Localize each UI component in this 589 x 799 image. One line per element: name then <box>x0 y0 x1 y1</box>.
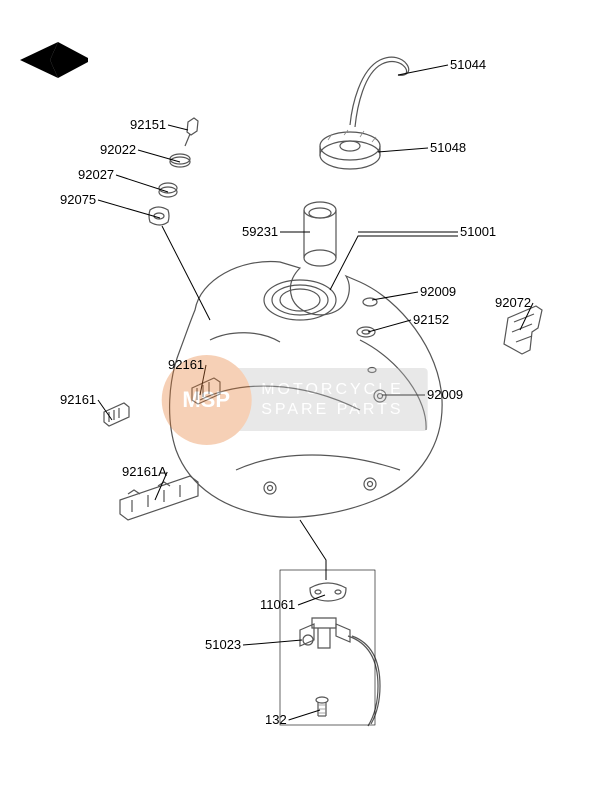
callout-92075: 92075 <box>60 192 96 207</box>
callout-92151: 92151 <box>130 117 166 132</box>
part-bolt-stack <box>149 118 198 225</box>
callout-51001: 51001 <box>460 224 496 239</box>
part-fuel-tank <box>170 262 443 518</box>
callout-51023: 51023 <box>205 637 241 652</box>
callout-92009b: 92009 <box>427 387 463 402</box>
callout-92161b: 92161 <box>60 392 96 407</box>
callout-92022: 92022 <box>100 142 136 157</box>
part-damper-upper <box>192 378 220 404</box>
part-bracket <box>120 476 198 520</box>
callout-59231: 59231 <box>242 224 278 239</box>
callout-51048: 51048 <box>430 140 466 155</box>
part-fuel-cap <box>320 130 380 169</box>
part-vent-tube <box>350 57 409 127</box>
callout-92152: 92152 <box>413 312 449 327</box>
part-fuel-tap <box>300 618 380 726</box>
part-filler-tube <box>304 202 336 266</box>
leaders-structural <box>162 226 458 580</box>
part-band <box>504 306 542 354</box>
callout-92027: 92027 <box>78 167 114 182</box>
callout-51044: 51044 <box>450 57 486 72</box>
callout-11061: 11061 <box>260 597 295 612</box>
callout-132: 132 <box>265 712 287 727</box>
callout-92161c: 92161A <box>122 464 167 479</box>
callout-92161a: 92161 <box>168 357 204 372</box>
part-screw <box>316 697 328 716</box>
callout-92009a: 92009 <box>420 284 456 299</box>
callout-92072: 92072 <box>495 295 531 310</box>
nav-arrow-icon <box>20 42 88 78</box>
